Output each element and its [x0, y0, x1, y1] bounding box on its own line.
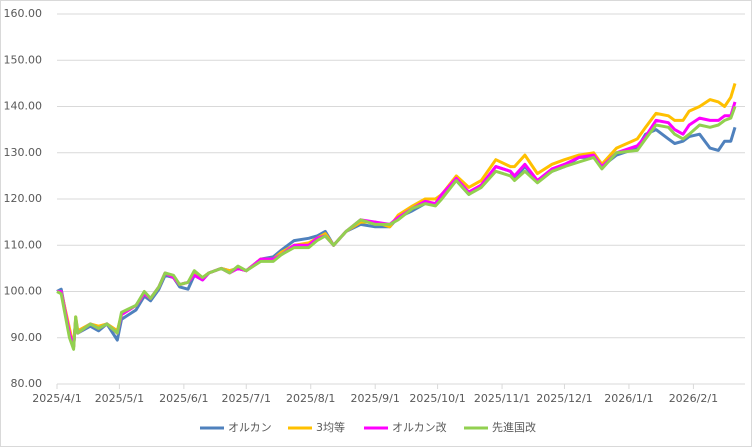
x-tick-label: 2025/10/1	[409, 392, 465, 405]
y-tick-label: 80.00	[11, 377, 43, 390]
y-tick-label: 150.00	[4, 53, 43, 66]
y-tick-label: 130.00	[4, 146, 43, 159]
x-tick-label: 2025/8/1	[286, 392, 335, 405]
x-tick-label: 2025/9/1	[350, 392, 399, 405]
x-tick-label: 2026/2/1	[669, 392, 718, 405]
legend-label: オルカン	[228, 421, 272, 434]
x-tick-label: 2025/12/1	[536, 392, 592, 405]
x-tick-label: 2025/11/1	[474, 392, 530, 405]
y-tick-label: 90.00	[11, 331, 43, 344]
legend-label: 先進国改	[492, 420, 536, 434]
y-tick-label: 110.00	[4, 238, 43, 251]
y-tick-label: 140.00	[4, 100, 43, 113]
x-tick-label: 2026/1/1	[604, 392, 653, 405]
series-line	[56, 105, 737, 351]
y-tick-label: 160.00	[4, 7, 43, 20]
x-tick-label: 2025/6/1	[159, 392, 208, 405]
legend-label: オルカン改	[392, 420, 447, 434]
x-tick-label: 2025/4/1	[32, 392, 81, 405]
x-tick-label: 2025/7/1	[222, 392, 271, 405]
x-tick-label: 2025/5/1	[95, 392, 144, 405]
y-tick-label: 100.00	[4, 285, 43, 298]
legend-label: 3均等	[316, 420, 345, 434]
y-tick-label: 120.00	[4, 192, 43, 205]
